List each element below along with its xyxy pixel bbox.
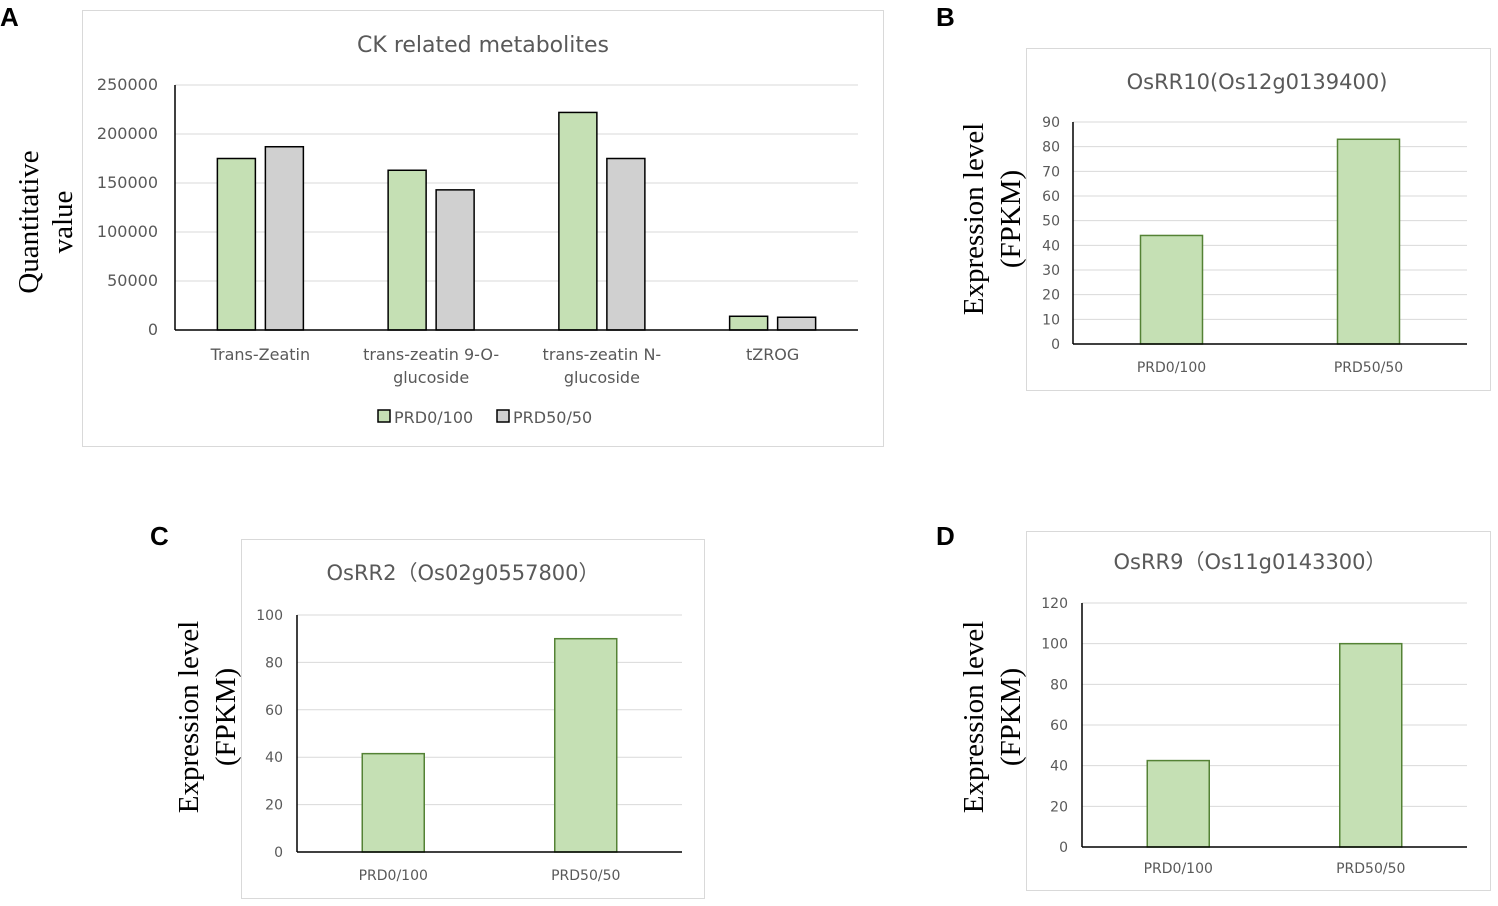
bar [387,169,427,331]
y-tick-label: 90 [1042,115,1060,131]
x-tick-label: tZROG [746,345,799,364]
y-tick-label: 60 [265,703,283,719]
y-tick-label: 20 [1042,288,1060,304]
y-axis-title-line: Quantitative [13,150,45,293]
y-tick-label: 150000 [97,173,158,192]
y-tick-label: 100 [256,608,283,624]
chart-a-frame [82,10,884,447]
chart-c-frame [241,539,705,899]
panel-label-b: B [936,2,955,32]
y-tick-label: 50000 [107,271,158,290]
chart-title: OsRR2（Os02g0557800） [326,561,599,585]
y-tick-label: 20 [1050,799,1068,815]
bar [1139,234,1204,345]
bar [1339,642,1403,848]
x-tick-label: PRD0/100 [1137,360,1206,376]
y-tick-label: 30 [1042,263,1060,279]
chart-c: OsRR2（Os02g0557800） 0 20 40 60 80 100 Expressio… [173,561,682,884]
y-tick-label: 80 [1050,677,1068,693]
y-axis-title-line: (FPKM) [995,668,1027,766]
chart-a: CK related metabolites 0 50000 100000 150000… [13,33,858,427]
x-tick-label: glucoside [564,368,640,387]
y-tick-label: 100000 [97,222,158,241]
x-tick-label: trans-zeatin N- [543,345,662,364]
y-tick-label: 70 [1042,164,1060,180]
y-tick-label: 80 [1042,140,1060,156]
x-tick-label: PRD0/100 [359,868,428,884]
y-tick-label: 10 [1042,312,1060,328]
y-axis-title-line: (FPKM) [210,668,242,766]
bar [264,145,305,331]
y-tick-label: 0 [148,320,158,339]
y-axis-title: Expression level (FPKM) [958,123,1027,315]
x-tick-label: PRD50/50 [1336,861,1405,877]
y-tick-label: 0 [1051,337,1060,353]
bar [216,157,257,331]
x-tick-label: Trans-Zeatin [210,345,311,364]
chart-title: OsRR10(Os12g0139400) [1127,70,1388,94]
y-tick-label: 80 [265,655,283,671]
y-tick-label: 0 [1059,840,1068,856]
legend-swatch [496,409,510,423]
bar [728,315,769,331]
bar [554,637,618,853]
x-tick-label: glucoside [393,368,469,387]
chart-d: OsRR9（Os11g0143300） 0 20 40 60 80 100 120 Expres… [958,550,1467,877]
x-tick-label: PRD50/50 [551,868,620,884]
y-axis-title-line: value [47,191,79,254]
chart-title: CK related metabolites [357,33,609,58]
y-tick-label: 40 [1042,238,1060,254]
y-tick-label: 40 [265,750,283,766]
y-axis-title-line: Expression level [958,123,990,315]
legend-swatch [377,409,391,423]
bar [361,752,425,853]
y-axis-title: Quantitative value [13,150,79,293]
bar [1336,138,1401,345]
y-tick-label: 250000 [97,75,158,94]
y-axis-title: Expression level (FPKM) [173,621,242,813]
panel-label-a: A [0,2,19,32]
y-tick-label: 200000 [97,124,158,143]
y-axis-title: Expression level (FPKM) [958,621,1027,813]
y-tick-label: 60 [1050,718,1068,734]
legend-label: PRD50/50 [513,408,592,427]
chart-b-frame [1026,48,1491,391]
panel-label-c: C [150,521,169,551]
y-axis-title-line: Expression level [173,621,205,813]
legend-label: PRD0/100 [394,408,473,427]
panel-label-d: D [936,521,955,551]
bar [435,189,475,331]
y-axis-title-line: Expression level [958,621,990,813]
bar [558,111,598,331]
chart-title: OsRR9（Os11g0143300） [1113,550,1386,574]
bar [606,157,646,331]
bar [776,316,817,331]
y-tick-label: 100 [1041,637,1068,653]
bar [1146,759,1210,848]
x-tick-label: trans-zeatin 9-O- [363,345,499,364]
y-axis-title-line: (FPKM) [995,170,1027,268]
y-tick-label: 50 [1042,214,1060,230]
y-tick-label: 0 [274,845,283,861]
x-tick-label: PRD50/50 [1334,360,1403,376]
chart-d-frame [1026,531,1491,891]
chart-b: OsRR10(Os12g0139400) 0 10 20 30 40 50 60 70 80 90 E… [958,70,1467,376]
x-tick-label: PRD0/100 [1144,861,1213,877]
y-tick-label: 120 [1041,596,1068,612]
y-tick-label: 60 [1042,189,1060,205]
y-tick-label: 40 [1050,759,1068,775]
y-tick-label: 20 [265,798,283,814]
